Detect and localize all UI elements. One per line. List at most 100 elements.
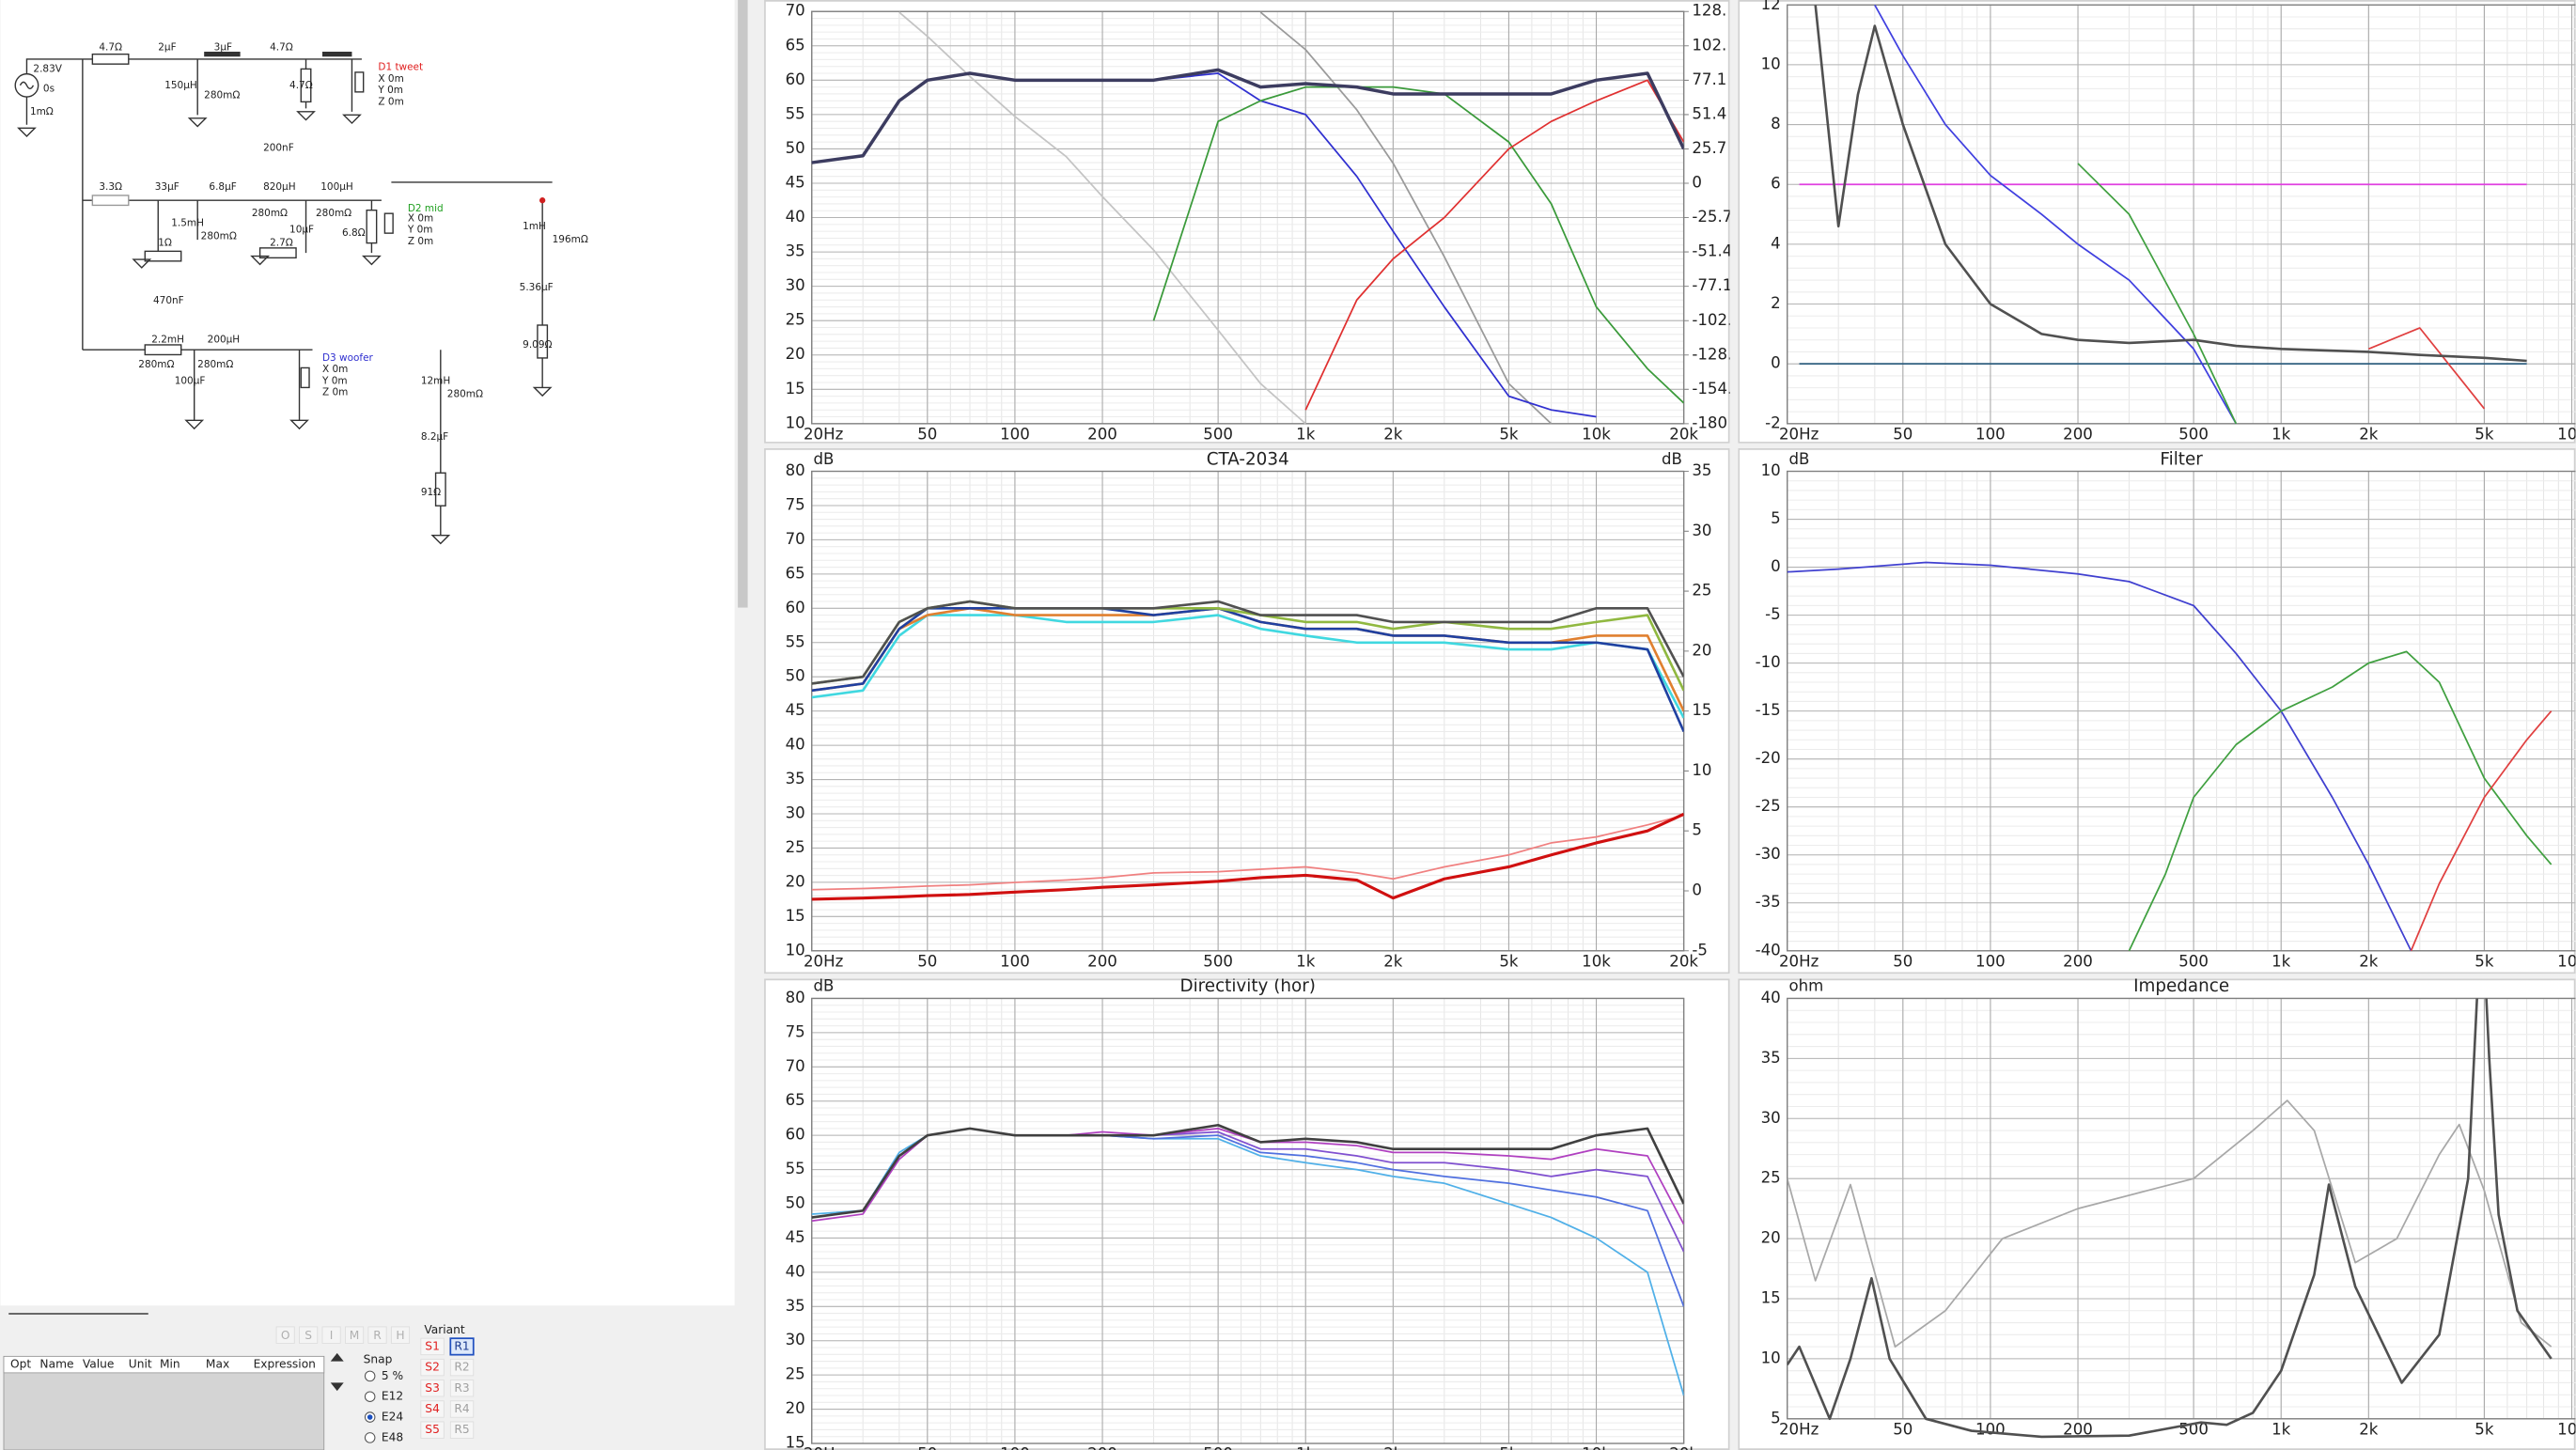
variant-button[interactable] <box>449 1358 475 1377</box>
x-tick-label: 50 <box>1893 1421 1912 1439</box>
x-tick-label: 10k <box>2557 953 2576 971</box>
curve <box>1787 561 2412 952</box>
plot-frame <box>1787 997 2576 1420</box>
radio[interactable] <box>364 1370 376 1382</box>
y-tick-label: -15 <box>1756 701 1781 719</box>
variant-button[interactable] <box>449 1421 475 1439</box>
probe <box>539 197 546 204</box>
y2-tick-label: 25 <box>1692 582 1711 600</box>
wires <box>25 58 543 388</box>
x-tick-label: 20k <box>1669 426 1698 444</box>
x-tick-label: 500 <box>1203 1445 1233 1450</box>
unit-label: dB <box>1788 450 1809 468</box>
y-tick-label: 8 <box>1771 115 1781 133</box>
variant-button[interactable] <box>420 1400 445 1418</box>
component-label: Z 0m <box>378 96 403 107</box>
component-label: 2.83V <box>33 63 62 74</box>
grounds <box>17 111 553 545</box>
x-tick-label: 1k <box>2272 1421 2291 1439</box>
x-tick-label: 20Hz <box>804 426 843 444</box>
driver <box>354 71 365 93</box>
component-label: 10µF <box>289 225 314 236</box>
toolbar-button[interactable] <box>275 1326 295 1344</box>
component-label: 5.36µF <box>520 282 554 293</box>
variant-button[interactable] <box>420 1380 445 1397</box>
y2-tick-label: 0 <box>1692 881 1702 898</box>
variant-button[interactable] <box>449 1400 475 1418</box>
toolbar-button[interactable] <box>299 1326 319 1344</box>
plot-frame <box>1787 4 2576 425</box>
curve <box>2367 327 2486 410</box>
source-sign <box>19 81 35 90</box>
toolbar-button[interactable] <box>367 1326 387 1344</box>
radio[interactable] <box>364 1391 376 1402</box>
scroll-arrows[interactable] <box>330 1352 344 1392</box>
y-tick-label: 0 <box>1771 354 1781 372</box>
x-tick-label: 2k <box>1383 426 1403 444</box>
y2-tick-label: 25.7 <box>1692 139 1726 157</box>
variant-button[interactable] <box>420 1421 445 1439</box>
column-header: Max <box>206 1358 229 1371</box>
x-tick-label: 2k <box>2359 1421 2379 1439</box>
y-tick-label: 15 <box>1761 1288 1781 1306</box>
curve <box>2410 710 2553 952</box>
toolbar-button[interactable] <box>321 1326 341 1344</box>
radio[interactable] <box>364 1432 376 1443</box>
curve <box>1152 86 1684 404</box>
y-tick-label: 20 <box>786 872 805 890</box>
x-tick-label: 200 <box>1087 953 1117 971</box>
x-tick-label: 2k <box>2359 426 2379 444</box>
component-label: 1.5mH <box>171 218 204 229</box>
variant-r-label: R1 <box>454 1339 469 1352</box>
component-label: X 0m <box>408 212 433 224</box>
variant-title: Variant <box>424 1323 465 1336</box>
y2-tick-label: -5 <box>1692 941 1708 959</box>
variant-button[interactable] <box>449 1380 475 1397</box>
component-label: 280mΩ <box>316 208 351 219</box>
curve <box>898 11 1306 425</box>
y-tick-label: 60 <box>786 599 805 616</box>
variant-button[interactable] <box>420 1358 445 1377</box>
y-tick-label: 20 <box>786 345 805 363</box>
x-tick-label: 10k <box>1582 1445 1611 1450</box>
component-label: 3.3Ω <box>99 181 122 193</box>
scrollbar[interactable] <box>738 0 748 608</box>
y2-tick-label: 51.4 <box>1692 104 1726 122</box>
y-tick-label: 4 <box>1771 234 1781 252</box>
y-tick-label: 30 <box>786 276 805 294</box>
y2-tick-label: -128. <box>1692 345 1732 363</box>
x-tick-label: 2k <box>1383 1445 1403 1450</box>
y-tick-label: 35 <box>1761 1049 1781 1067</box>
resistor <box>91 53 130 65</box>
x-tick-label: 50 <box>1893 426 1912 444</box>
variant-r-label: R2 <box>454 1361 469 1374</box>
y-tick-label: 40 <box>786 1262 805 1280</box>
resistor <box>258 247 297 259</box>
variant-button[interactable] <box>420 1337 445 1356</box>
y2-tick-label: 20 <box>1692 641 1711 659</box>
y-tick-label: 6 <box>1771 175 1781 193</box>
variant-r-label: R4 <box>454 1402 469 1415</box>
component-label: 1mH <box>523 221 546 232</box>
component-label: 200µH <box>208 335 241 346</box>
x-tick-label: 100 <box>1975 953 2006 971</box>
x-tick-label: 50 <box>917 426 937 444</box>
driver-label: D1 tweet <box>378 62 423 73</box>
y-tick-label: 70 <box>786 1057 805 1075</box>
y-tick-label: -20 <box>1756 749 1781 767</box>
component-label: 280mΩ <box>138 359 174 370</box>
x-tick-label: 500 <box>1203 953 1233 971</box>
variant-button[interactable] <box>449 1337 475 1356</box>
curve <box>1814 5 2527 363</box>
y2-tick-label: 5 <box>1692 821 1702 839</box>
x-tick-label: 10k <box>1582 953 1611 971</box>
driver-label: D2 mid <box>408 203 444 214</box>
y-tick-label: 10 <box>1761 461 1781 479</box>
y-tick-label: -40 <box>1756 941 1781 959</box>
x-tick-label: 5k <box>2475 1421 2494 1439</box>
y-tick-label: 45 <box>786 173 805 191</box>
toolbar-button[interactable] <box>345 1326 365 1344</box>
toolbar-button[interactable] <box>390 1326 411 1344</box>
curves <box>811 11 1684 425</box>
inductors <box>204 52 352 57</box>
